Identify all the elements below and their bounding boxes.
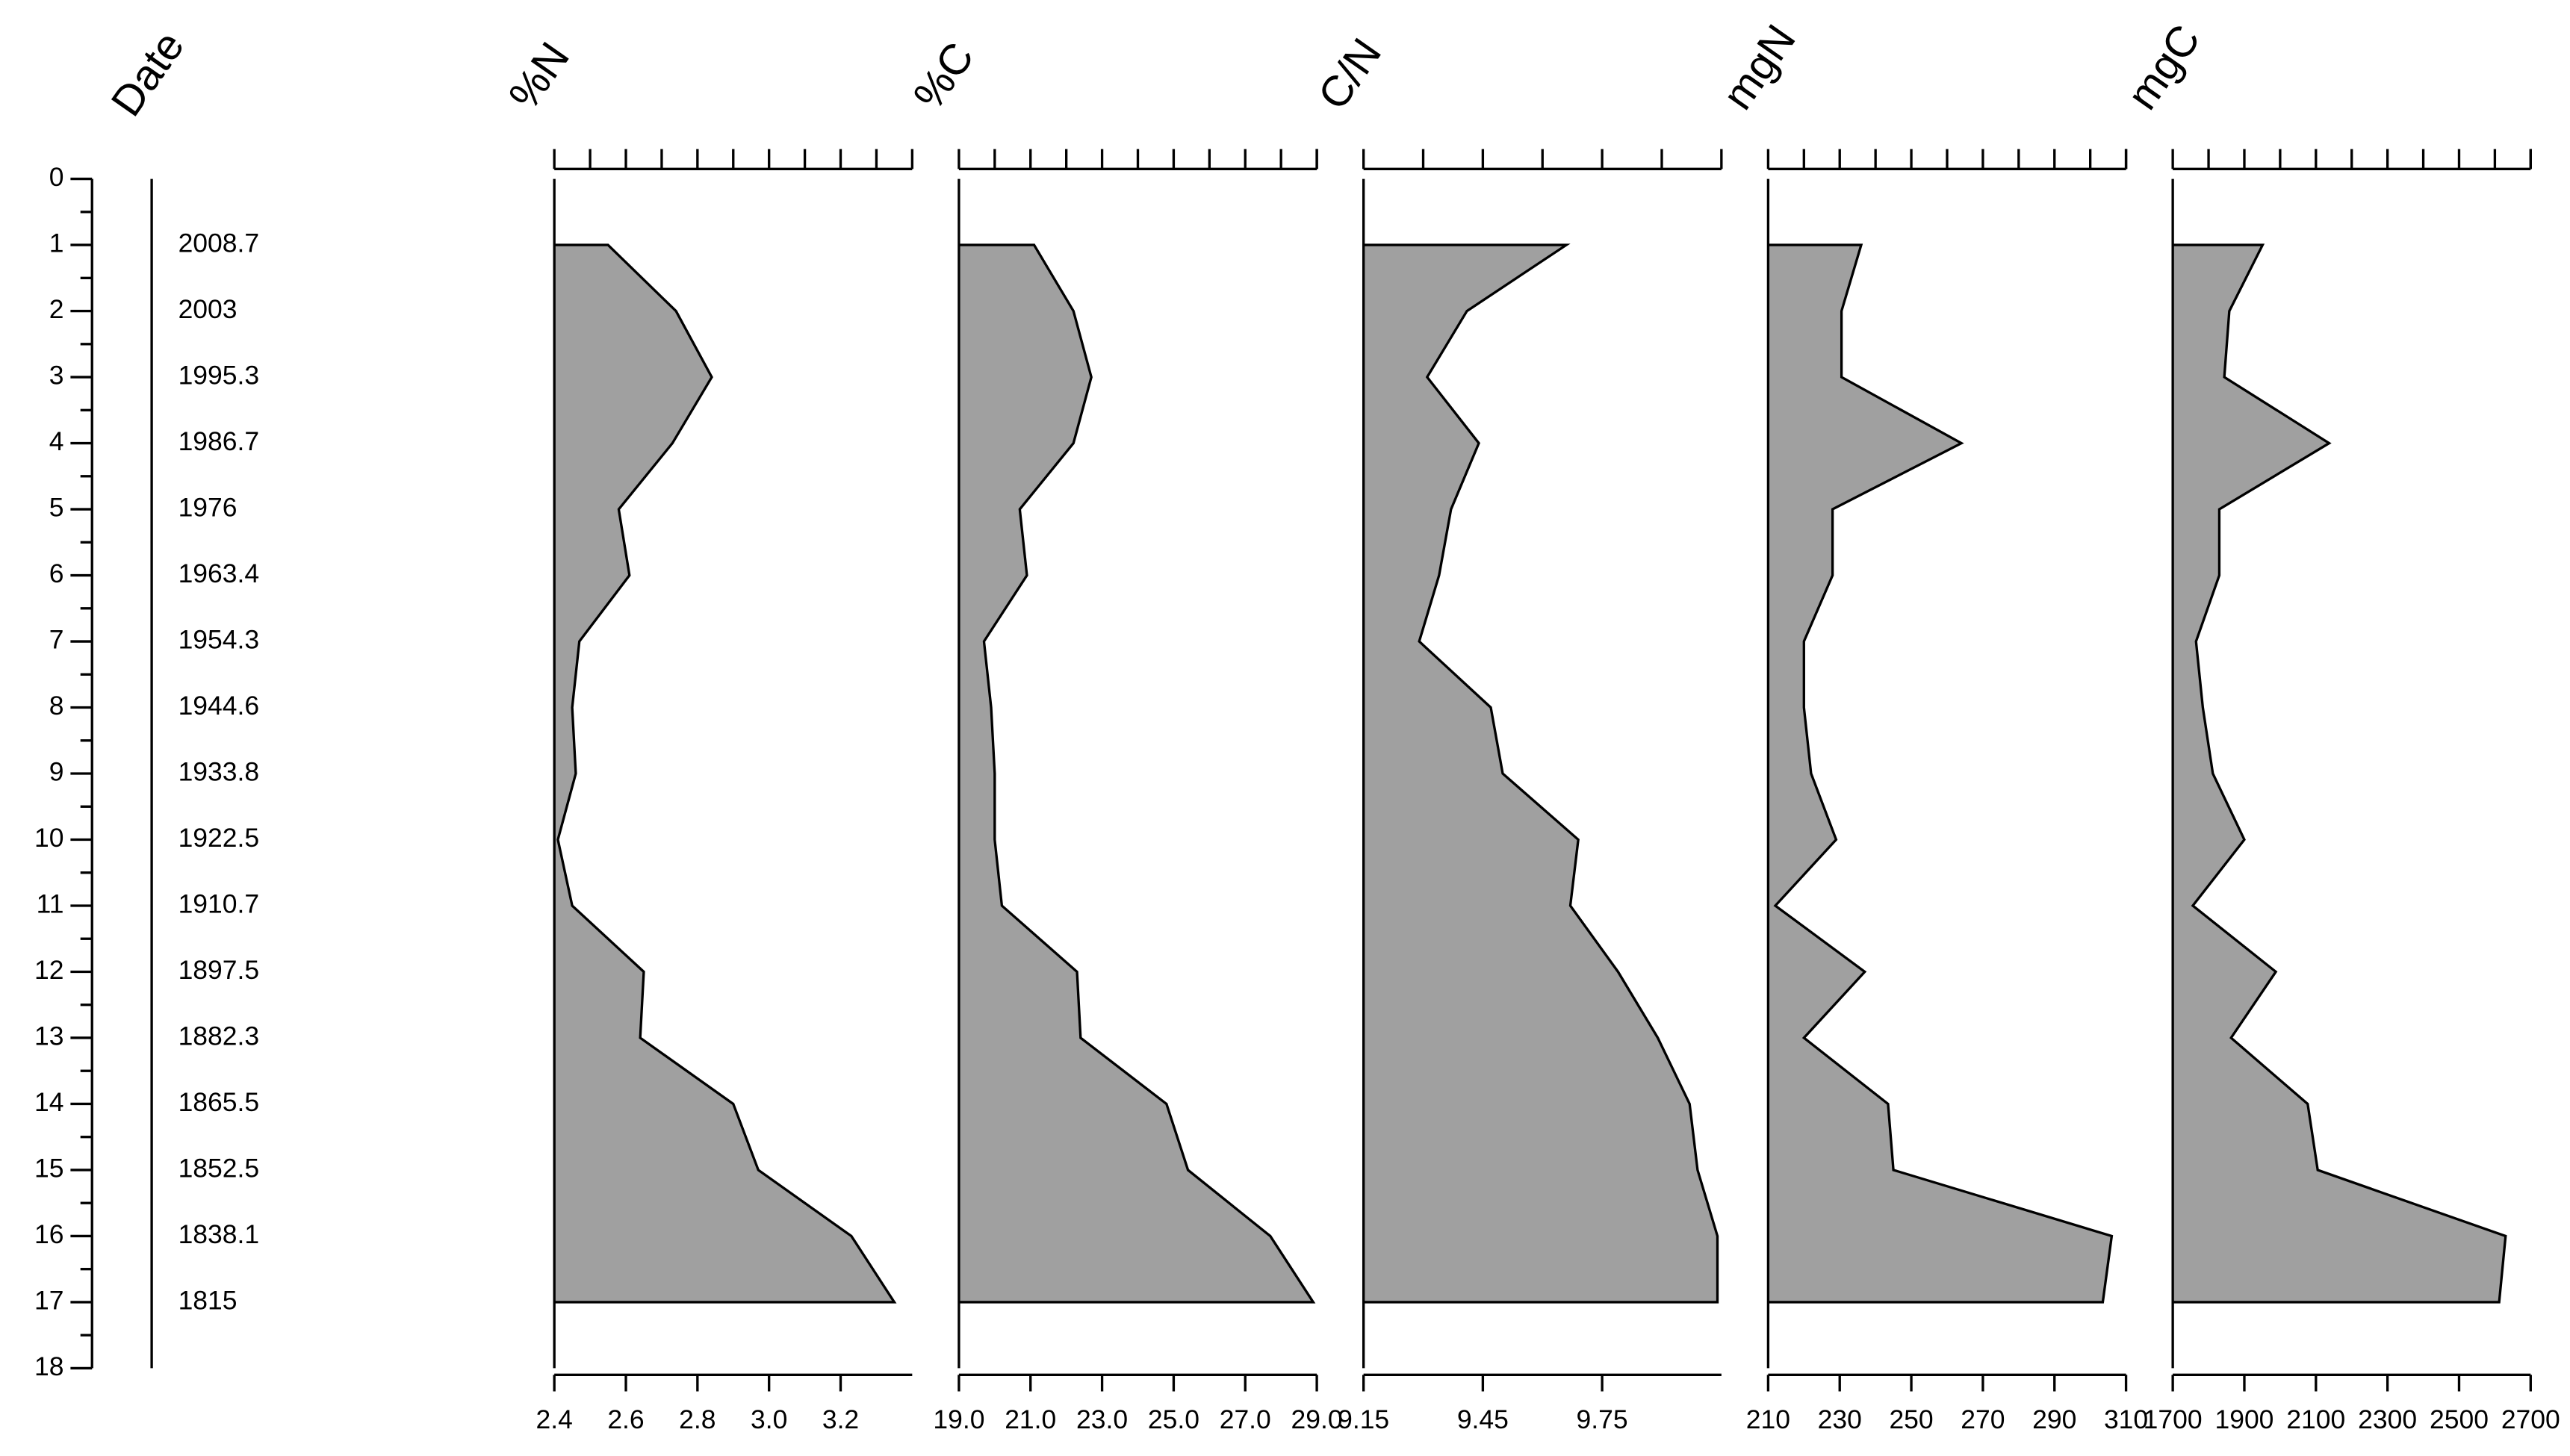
x-tick-label: 9.45 (1457, 1404, 1509, 1434)
profile-line (2173, 243, 2507, 1304)
y-tick-label: 11 (37, 889, 64, 918)
y-tick-label: 15 (34, 1153, 63, 1183)
y-tick-label: 7 (49, 624, 64, 654)
area-fill (1768, 245, 2112, 1302)
date-label: 1963.4 (179, 559, 260, 588)
y-tick-label: 17 (34, 1285, 63, 1315)
x-tick-label: 29.0 (1291, 1404, 1343, 1434)
y-tick-label: 16 (34, 1219, 63, 1249)
area-fill (958, 245, 1314, 1302)
y-tick-label: 4 (49, 426, 64, 456)
y-tick-label: 3 (49, 360, 64, 390)
y-tick-label: 13 (34, 1021, 63, 1051)
x-tick-label: 2.6 (607, 1404, 644, 1434)
date-label: 1995.3 (179, 360, 260, 390)
panel-title: %N (500, 34, 579, 118)
date-label: 1910.7 (179, 889, 260, 918)
y-tick-label: 8 (49, 691, 64, 721)
area-fill (2173, 245, 2506, 1302)
x-tick-label: 3.2 (822, 1404, 859, 1434)
y-tick-label: 6 (49, 559, 64, 588)
date-label: 1933.8 (179, 756, 260, 786)
x-tick-label: 250 (1889, 1404, 1933, 1434)
date-label: 1882.3 (179, 1021, 260, 1051)
date-label: 1954.3 (179, 624, 260, 654)
date-label: 2008.7 (179, 228, 260, 258)
profile-line (1363, 243, 1719, 1304)
axis-title: Date (102, 23, 193, 125)
x-tick-label: 290 (2032, 1404, 2076, 1434)
date-label: 1852.5 (179, 1153, 260, 1183)
panel-title: C/N (1309, 30, 1391, 118)
x-tick-label: 2100 (2286, 1404, 2345, 1434)
x-tick-label: 2300 (2358, 1404, 2417, 1434)
x-tick-label: 210 (1746, 1404, 1790, 1434)
x-tick-label: 2500 (2430, 1404, 2489, 1434)
x-tick-label: 9.15 (1338, 1404, 1389, 1434)
x-tick-label: 2.8 (679, 1404, 716, 1434)
date-label: 1986.7 (179, 426, 260, 456)
panel-title: %C (904, 34, 984, 118)
y-tick-label: 2 (49, 294, 64, 324)
date-label: 1897.5 (179, 955, 260, 985)
date-label: 1865.5 (179, 1087, 260, 1117)
panel-title: mgN (1714, 16, 1805, 118)
area-fill (1363, 245, 1718, 1302)
y-tick-label: 12 (34, 955, 63, 985)
date-label: 1976 (179, 492, 238, 522)
x-tick-label: 1900 (2214, 1404, 2273, 1434)
x-tick-label: 2.4 (536, 1404, 573, 1434)
y-tick-label: 1 (49, 228, 64, 258)
date-label: 1944.6 (179, 691, 260, 721)
profile-line (958, 243, 1316, 1304)
date-label: 1922.5 (179, 823, 260, 853)
x-tick-label: 9.75 (1577, 1404, 1628, 1434)
y-tick-label: 18 (34, 1351, 63, 1381)
x-tick-label: 27.0 (1220, 1404, 1271, 1434)
area-fill (554, 245, 895, 1302)
x-tick-label: 310 (2104, 1404, 2148, 1434)
x-tick-label: 25.0 (1148, 1404, 1199, 1434)
x-tick-label: 3.0 (751, 1404, 787, 1434)
x-tick-label: 2700 (2501, 1404, 2560, 1434)
x-tick-label: 21.0 (1005, 1404, 1056, 1434)
y-tick-label: 14 (34, 1087, 63, 1117)
panel-title: mgC (2118, 16, 2209, 118)
date-label: 2003 (179, 294, 238, 324)
profile-line (1768, 243, 2114, 1304)
profile-line (554, 243, 897, 1304)
x-tick-label: 1700 (2144, 1404, 2203, 1434)
x-tick-label: 230 (1818, 1404, 1862, 1434)
date-label: 1815 (179, 1285, 238, 1315)
x-tick-label: 19.0 (933, 1404, 984, 1434)
date-label: 1838.1 (179, 1219, 260, 1249)
y-tick-label: 10 (34, 823, 63, 853)
x-tick-label: 23.0 (1076, 1404, 1128, 1434)
y-tick-label: 0 (49, 162, 64, 192)
y-tick-label: 5 (49, 492, 64, 522)
y-tick-label: 9 (49, 756, 64, 786)
x-tick-label: 270 (1961, 1404, 2005, 1434)
